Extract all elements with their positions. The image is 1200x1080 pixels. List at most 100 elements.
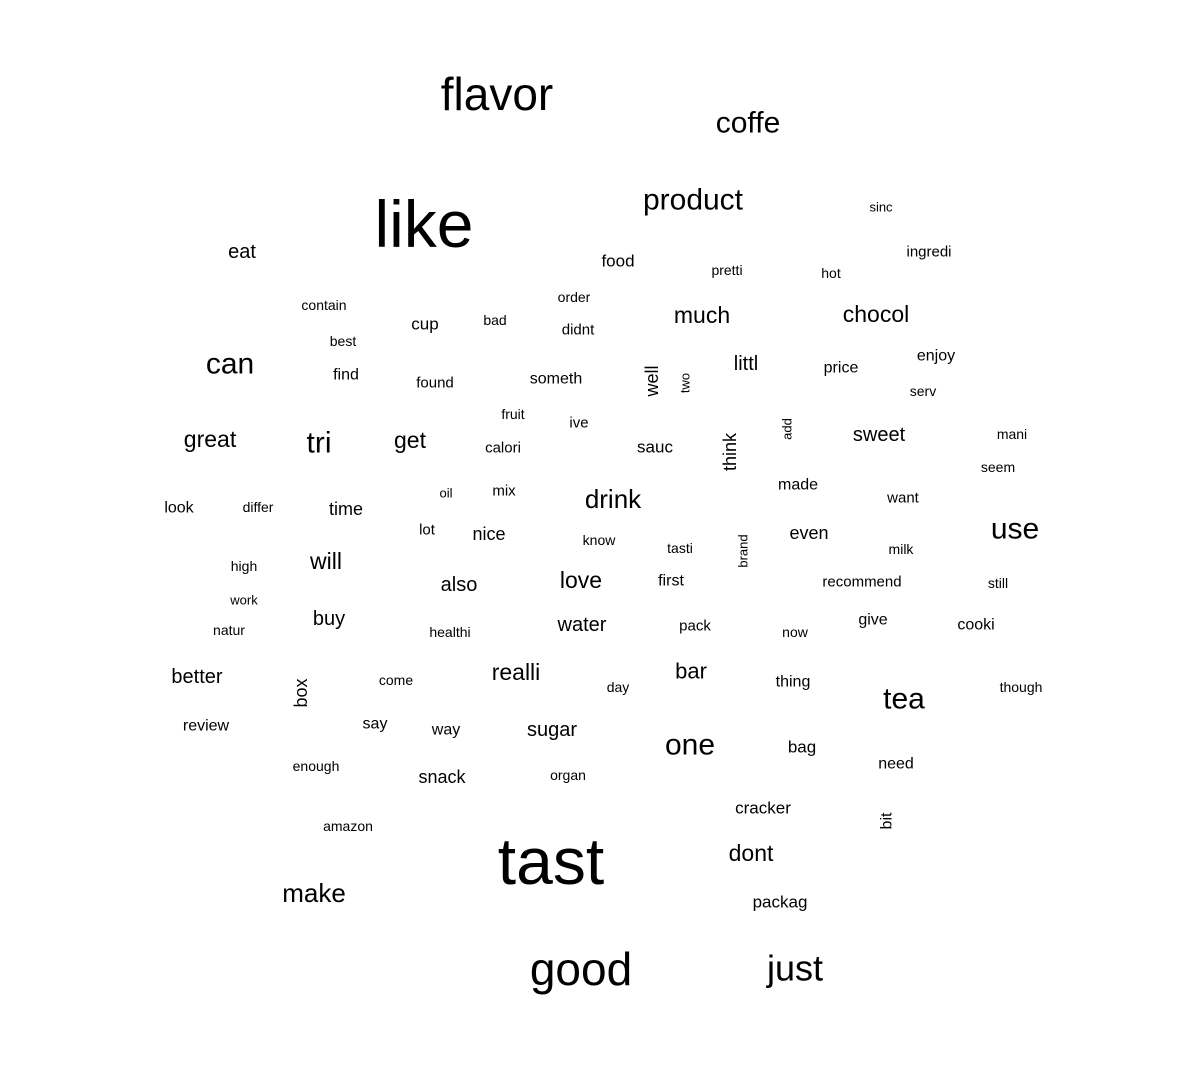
word-hot: hot	[821, 265, 841, 281]
word-calori: calori	[485, 440, 521, 457]
word-say: say	[363, 716, 388, 733]
word-tri: tri	[307, 427, 332, 460]
word-realli: realli	[492, 659, 541, 685]
word-oil: oil	[439, 486, 452, 501]
word-made: made	[778, 477, 818, 494]
word-way: way	[431, 722, 460, 739]
word-found: found	[416, 375, 454, 392]
word-lot: lot	[419, 522, 436, 539]
word-best: best	[330, 333, 357, 349]
word-bar: bar	[675, 659, 707, 684]
word-didnt: didnt	[562, 322, 595, 339]
word-chocol: chocol	[843, 301, 909, 327]
word-better: better	[171, 666, 222, 688]
word-amazon: amazon	[323, 818, 373, 834]
word-water: water	[557, 614, 607, 636]
word-enough: enough	[293, 758, 340, 774]
word-food: food	[601, 252, 634, 271]
word-much: much	[674, 302, 730, 328]
word-cooki: cooki	[957, 617, 994, 634]
word-enjoy: enjoy	[917, 348, 955, 365]
word-know: know	[583, 532, 617, 548]
word-day: day	[607, 679, 630, 695]
word-flavor: flavor	[441, 68, 553, 120]
word-serv: serv	[910, 383, 936, 399]
word-love: love	[560, 567, 602, 593]
word-drink: drink	[585, 484, 642, 514]
word-just: just	[766, 948, 823, 989]
word-will: will	[309, 548, 342, 574]
word-first: first	[658, 573, 684, 590]
word-look: look	[164, 500, 194, 517]
word-organ: organ	[550, 767, 586, 783]
word-thing: thing	[776, 674, 811, 691]
word-work: work	[229, 593, 258, 608]
word-sinc: sinc	[869, 200, 893, 215]
word-nice: nice	[472, 524, 505, 544]
word-packag: packag	[753, 893, 808, 912]
word-bad: bad	[483, 312, 506, 328]
word-buy: buy	[313, 608, 345, 630]
word-can: can	[206, 348, 254, 381]
word-eat: eat	[228, 241, 256, 263]
word-pretti: pretti	[711, 262, 742, 278]
word-think: think	[720, 432, 740, 471]
word-time: time	[329, 499, 363, 519]
word-use: use	[991, 513, 1039, 546]
word-get: get	[394, 427, 427, 453]
word-well: well	[642, 365, 662, 397]
word-make: make	[282, 878, 346, 908]
word-mix: mix	[492, 483, 516, 500]
word-tast: tast	[498, 824, 604, 898]
word-give: give	[858, 612, 887, 629]
word-find: find	[333, 367, 359, 384]
word-product: product	[643, 184, 744, 217]
word-cracker: cracker	[735, 799, 791, 818]
word-something: someth	[530, 371, 582, 388]
word-mani: mani	[997, 426, 1027, 442]
word-order: order	[558, 289, 591, 305]
word-like: like	[374, 187, 473, 261]
word-pack: pack	[679, 618, 711, 635]
word-though: though	[1000, 679, 1043, 695]
word-tea: tea	[883, 683, 925, 716]
word-milk: milk	[889, 541, 915, 557]
word-price: price	[824, 360, 859, 377]
word-cup: cup	[411, 315, 438, 334]
word-box: box	[291, 678, 311, 707]
word-even: even	[789, 523, 828, 543]
word-seem: seem	[981, 459, 1015, 475]
word-want: want	[886, 490, 920, 507]
word-come: come	[379, 672, 413, 688]
word-brand: brand	[736, 534, 751, 567]
word-sugar: sugar	[527, 719, 577, 741]
word-contain: contain	[301, 297, 346, 313]
word-one: one	[665, 729, 715, 762]
word-add: add	[780, 418, 795, 440]
word-sauc: sauc	[637, 438, 673, 457]
word-bit: bit	[879, 812, 896, 829]
word-coffe: coffe	[716, 107, 781, 140]
word-ingredi: ingredi	[906, 244, 951, 261]
word-fruit: fruit	[501, 406, 524, 422]
word-dont: dont	[729, 840, 774, 866]
word-bag: bag	[788, 738, 816, 757]
word-ive: ive	[569, 415, 588, 432]
word-recommend: recommend	[822, 574, 901, 591]
word-now: now	[782, 624, 809, 640]
word-littl: littl	[734, 353, 758, 375]
word-high: high	[231, 558, 257, 574]
word-also: also	[441, 574, 478, 596]
word-sweet: sweet	[853, 424, 906, 446]
word-review: review	[183, 718, 230, 735]
word-good: good	[530, 943, 632, 995]
word-healthi: healthi	[429, 624, 470, 640]
word-great: great	[184, 426, 237, 452]
word-two: two	[678, 373, 693, 393]
word-tasti: tasti	[667, 540, 693, 556]
word-snack: snack	[418, 767, 466, 787]
word-need: need	[878, 756, 914, 773]
word-natur: natur	[213, 622, 245, 638]
word-still: still	[988, 575, 1008, 591]
